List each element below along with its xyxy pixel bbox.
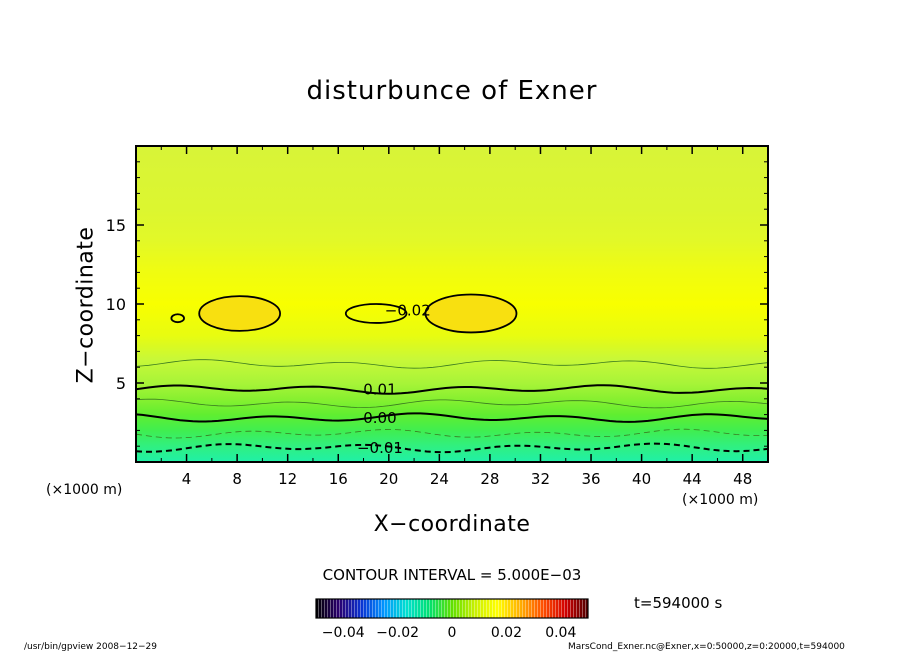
closed-contour bbox=[170, 313, 185, 324]
time-label: t=594000 s bbox=[634, 594, 723, 612]
x-tick-label: 12 bbox=[278, 470, 297, 488]
x-tick-label: 28 bbox=[480, 470, 499, 488]
x-tick-label: 4 bbox=[182, 470, 192, 488]
x-tick-label: 36 bbox=[581, 470, 600, 488]
contour-label: −0.02 bbox=[385, 301, 431, 319]
y-tick-label: 10 bbox=[106, 295, 126, 314]
x-tick-label: 8 bbox=[232, 470, 242, 488]
x-tick-label: 48 bbox=[733, 470, 752, 488]
closed-contour bbox=[198, 295, 281, 332]
contour-label: 0.01 bbox=[363, 380, 396, 398]
contour-line bbox=[136, 398, 768, 409]
x-tick-label: 16 bbox=[329, 470, 348, 488]
y-tick-label: 15 bbox=[106, 216, 126, 235]
x-tick-label: 44 bbox=[683, 470, 702, 488]
contour-label: −0.01 bbox=[357, 439, 403, 457]
contour-line bbox=[136, 428, 768, 439]
x-unit-left: (×1000 m) bbox=[46, 482, 123, 498]
y-axis-label: Z−coordinate bbox=[73, 226, 99, 384]
closed-contour bbox=[344, 303, 408, 324]
y-tick-label: 5 bbox=[116, 374, 126, 393]
colorbar-frame bbox=[315, 598, 589, 619]
chart-title: disturbunce of Exner bbox=[306, 76, 598, 106]
colorbar-tick-label: −0.04 bbox=[322, 625, 365, 641]
contour-line bbox=[136, 384, 768, 395]
contour-line bbox=[136, 442, 768, 454]
footer-command: /usr/bin/gpview 2008−12−29 bbox=[24, 642, 158, 652]
footer-source: MarsCond_Exner.nc@Exner,x=0:50000,z=0:20… bbox=[568, 642, 845, 652]
colorbar-tick-label: −0.02 bbox=[376, 625, 419, 641]
x-unit-right: (×1000 m) bbox=[682, 492, 759, 508]
colorbar-stripes bbox=[316, 599, 588, 618]
colorbar-tick-label: 0 bbox=[448, 625, 457, 641]
x-tick-label: 40 bbox=[632, 470, 651, 488]
colorbar-tick-label: 0.02 bbox=[491, 625, 522, 641]
colorbar-tick-label: 0.04 bbox=[545, 625, 576, 641]
contour-line bbox=[136, 359, 768, 369]
contour-label: 0.00 bbox=[363, 409, 396, 427]
x-tick-label: 24 bbox=[430, 470, 449, 488]
closed-contour bbox=[424, 293, 518, 334]
x-axis-label: X−coordinate bbox=[373, 512, 531, 537]
contour-line bbox=[136, 412, 768, 423]
x-tick-label: 32 bbox=[531, 470, 550, 488]
x-tick-label: 20 bbox=[379, 470, 398, 488]
contour-interval-label: CONTOUR INTERVAL = 5.000E−03 bbox=[322, 566, 582, 584]
